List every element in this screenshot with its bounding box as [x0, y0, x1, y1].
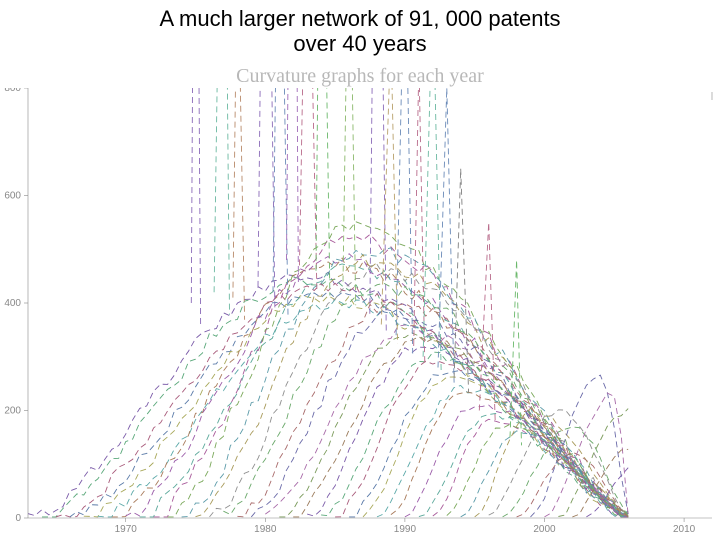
series-line: [349, 370, 628, 517]
series-line: [433, 419, 628, 517]
spike-line: [191, 88, 200, 325]
x-tick-label: 1980: [254, 524, 277, 535]
series-line: [56, 283, 628, 517]
spike-line: [396, 88, 413, 353]
spike-line: [287, 88, 299, 286]
y-tick-label: 600: [4, 190, 21, 201]
spike-line: [370, 88, 387, 334]
series-line: [210, 264, 629, 517]
spike-line: [214, 88, 229, 315]
series-line: [28, 272, 628, 517]
series-line: [363, 377, 628, 517]
y-tick-label: 0: [15, 513, 21, 524]
x-tick-label: 1970: [115, 524, 138, 535]
series-line: [265, 324, 628, 516]
spike-line: [300, 88, 317, 291]
y-tick-label: 800: [4, 88, 21, 94]
series-line: [405, 405, 628, 517]
series-line: [42, 277, 628, 517]
x-tick-label: 2010: [673, 524, 696, 535]
series-line: [168, 221, 629, 516]
series-line: [154, 234, 629, 517]
curvature-chart: 0 200 400 600 800 1970 1980 1990 2000 2010: [0, 88, 720, 540]
series-line: [182, 247, 629, 516]
x-tick-label: 2000: [533, 524, 556, 535]
title-line2: over 40 years: [0, 31, 720, 56]
series-line: [223, 283, 628, 517]
spike-line: [233, 88, 245, 320]
spike-line: [316, 88, 330, 296]
title-line1: A much larger network of 91, 000 patents: [0, 6, 720, 31]
chart-subtitle: Curvature graphs for each year: [0, 65, 720, 88]
y-tick-label: 200: [4, 405, 21, 416]
series-line: [70, 291, 628, 516]
spike-line: [258, 88, 275, 310]
chart-title: A much larger network of 91, 000 patents…: [0, 0, 720, 57]
series-line: [84, 295, 628, 516]
x-tick-label: 1990: [394, 524, 417, 535]
y-tick-label: 400: [4, 298, 21, 309]
series-line: [196, 254, 629, 516]
